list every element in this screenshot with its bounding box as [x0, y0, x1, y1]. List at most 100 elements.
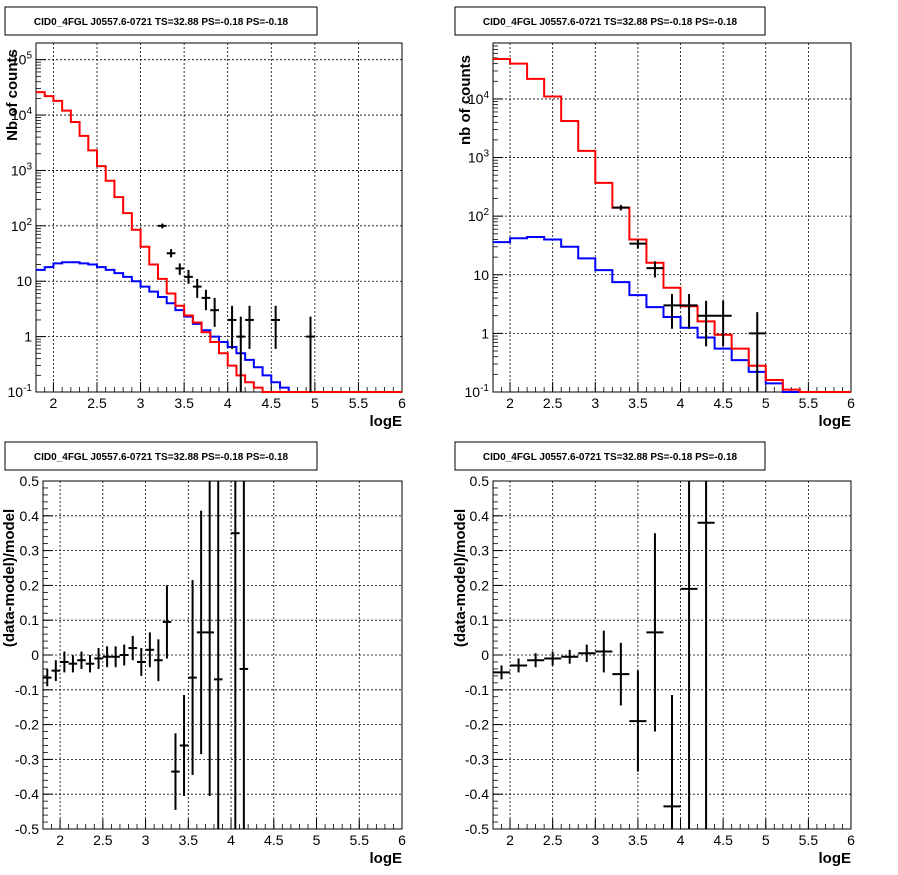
x-tick-label: 6 [398, 832, 406, 848]
x-tick-label: 2.5 [543, 832, 563, 848]
residual-point [119, 644, 129, 666]
x-tick-label: 3.5 [174, 395, 194, 411]
data-point [306, 316, 315, 392]
chart-panel: CID0_4FGL J0557.6-0721 TS=32.88 PS=-0.18… [1, 441, 406, 867]
chart-title: CID0_4FGL J0557.6-0721 TS=32.88 PS=-0.18… [34, 452, 289, 463]
plot-frame [492, 42, 852, 393]
x-tick-label: 3.5 [628, 832, 648, 848]
chart-title-box [454, 441, 766, 471]
data-point [184, 269, 193, 284]
y-tick-label: -0.2 [15, 717, 39, 733]
residual-point [527, 653, 545, 668]
x-tick-label: 5.5 [349, 395, 369, 411]
y-tick-label: 10 [16, 273, 32, 289]
x-tick-label: 4.5 [262, 395, 282, 411]
data-point [271, 305, 280, 349]
residual-point [510, 658, 528, 673]
y-tick-label: 0.5 [20, 473, 40, 489]
data-point [245, 305, 254, 349]
y-tick-label: 102 [11, 217, 33, 234]
y-tick-label: 10-1 [465, 383, 490, 400]
x-tick-label: 4.5 [264, 832, 284, 848]
data-point [714, 300, 732, 347]
y-tick-label: 0.5 [470, 473, 490, 489]
plot-frame [42, 480, 403, 830]
chart-title: CID0_4FGL J0557.6-0721 TS=32.88 PS=-0.18… [34, 17, 289, 28]
x-tick-label: 4 [677, 832, 685, 848]
chart-panel: CID0_4FGL J0557.6-0721 TS=32.88 PS=-0.18… [4, 6, 406, 430]
x-tick-label: 2 [506, 832, 514, 848]
x-tick-label: 5.5 [799, 395, 819, 411]
y-axis-title: Nb of counts [4, 49, 21, 141]
residual-point [196, 510, 206, 755]
y-tick-label: 0.1 [470, 612, 490, 628]
x-tick-label: 5.5 [350, 832, 370, 848]
y-tick-label: 103 [11, 161, 33, 178]
y-tick-label: 0.2 [470, 577, 490, 593]
x-axis-title: logE [370, 850, 403, 867]
y-tick-label: 10-1 [8, 383, 33, 400]
residual-point [629, 670, 647, 772]
y-tick-label: 1 [481, 325, 489, 341]
series-model_background [36, 261, 402, 393]
chart-title-box [4, 6, 318, 36]
x-axis-title: logE [819, 850, 852, 867]
x-tick-label: 3 [137, 395, 145, 411]
data-point [748, 312, 766, 392]
residual-point [188, 580, 197, 776]
x-tick-label: 4.5 [713, 395, 733, 411]
residual-point [179, 695, 189, 796]
data-point [210, 297, 219, 327]
x-tick-label: 3 [142, 832, 150, 848]
y-tick-label: -0.1 [15, 682, 39, 698]
residual-point [561, 649, 579, 664]
residual-point [60, 651, 69, 673]
y-tick-label: 104 [468, 90, 490, 107]
residual-point [697, 481, 715, 829]
chart-title-box [4, 441, 318, 471]
y-tick-label: 103 [468, 149, 490, 166]
data-point [201, 289, 211, 311]
x-tick-label: 3 [591, 395, 599, 411]
y-tick-label: 0.1 [20, 612, 40, 628]
y-tick-label: 1 [24, 329, 32, 345]
x-tick-label: 3.5 [628, 395, 648, 411]
residual-point [612, 642, 630, 706]
y-tick-label: 0.3 [470, 543, 490, 559]
y-tick-label: -0.4 [15, 786, 39, 802]
residual-point [77, 651, 86, 669]
chart-title: CID0_4FGL J0557.6-0721 TS=32.88 PS=-0.18… [483, 452, 738, 463]
x-tick-label: 4 [224, 395, 232, 411]
x-tick-label: 2 [56, 832, 64, 848]
y-tick-label: 0.4 [470, 508, 490, 524]
y-tick-label: 102 [468, 207, 490, 224]
residual-point [51, 660, 61, 682]
residual-point [43, 668, 52, 687]
x-tick-label: 6 [847, 832, 855, 848]
y-tick-label: 0.4 [20, 508, 40, 524]
data-point [646, 261, 664, 278]
x-tick-label: 5 [762, 832, 770, 848]
residual-point [145, 632, 155, 668]
residual-point [493, 665, 511, 680]
residual-point [102, 646, 112, 668]
residual-point [680, 481, 698, 829]
data-point [158, 223, 167, 229]
x-tick-label: 2.5 [93, 832, 113, 848]
residual-point [85, 655, 95, 673]
y-tick-label: -0.2 [465, 717, 489, 733]
x-tick-label: 6 [398, 395, 406, 411]
data-point [629, 239, 647, 249]
y-tick-label: 0 [31, 647, 39, 663]
x-tick-label: 5 [311, 395, 319, 411]
plot-frame [35, 42, 403, 393]
y-tick-label: 10 [473, 267, 489, 283]
y-tick-label: 105 [11, 51, 33, 68]
residual-point [231, 481, 240, 829]
data-point [236, 316, 246, 392]
x-tick-label: 4.5 [713, 832, 733, 848]
residual-point [171, 733, 180, 810]
residual-point [663, 695, 681, 829]
data-point [680, 293, 698, 329]
data-point [697, 300, 715, 347]
